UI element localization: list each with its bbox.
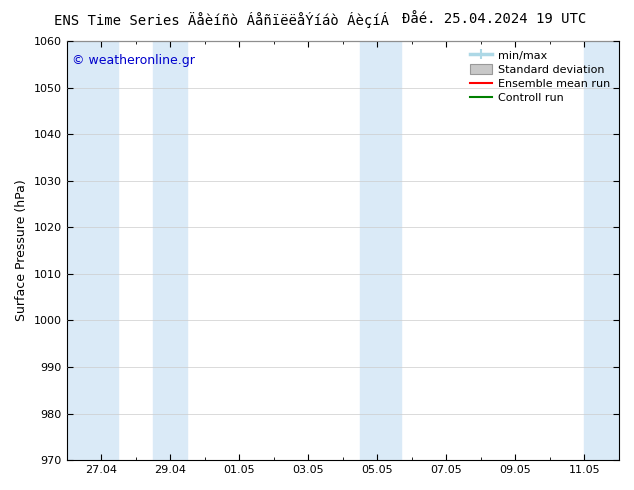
Text: Ðåé. 25.04.2024 19 UTC: Ðåé. 25.04.2024 19 UTC xyxy=(403,12,586,26)
Text: © weatheronline.gr: © weatheronline.gr xyxy=(72,53,195,67)
Bar xyxy=(360,41,377,460)
Legend: min/max, Standard deviation, Ensemble mean run, Controll run: min/max, Standard deviation, Ensemble me… xyxy=(467,47,614,106)
Y-axis label: Surface Pressure (hPa): Surface Pressure (hPa) xyxy=(15,180,28,321)
Bar xyxy=(377,41,401,460)
Bar xyxy=(585,41,619,460)
Text: ENS Time Series Äåèíñò ÁåñïëëåÝíáò ÁèçíÁ: ENS Time Series Äåèíñò ÁåñïëëåÝíáò ÁèçíÁ xyxy=(55,12,389,28)
Bar xyxy=(67,41,119,460)
Bar xyxy=(153,41,188,460)
